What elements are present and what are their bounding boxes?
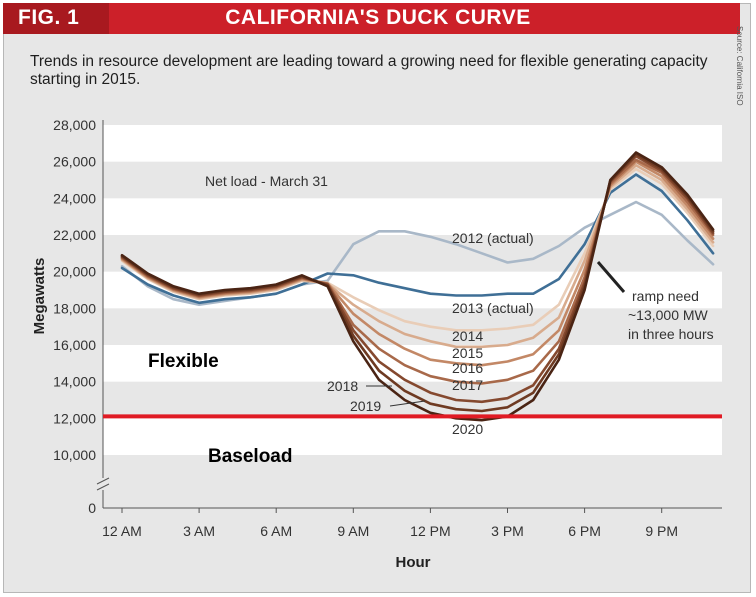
label-2016: 2016: [452, 360, 483, 376]
x-tick-label: 3 AM: [183, 523, 215, 539]
axes: [96, 120, 722, 509]
baseload-label: Baseload: [208, 446, 292, 467]
series-lines: [120, 151, 715, 422]
annotation-layer: Net load - March 31 2012 (actual) 2013 (…: [205, 173, 714, 437]
label-2014: 2014: [452, 328, 483, 344]
title-bar: [3, 3, 740, 34]
label-2015: 2015: [452, 345, 483, 361]
x-tick-label: 3 PM: [491, 523, 524, 539]
x-tick-label: 9 PM: [645, 523, 678, 539]
label-2020: 2020: [452, 421, 483, 437]
ramp-line-1: ramp need: [632, 288, 699, 304]
x-axis-title: Hour: [396, 554, 431, 571]
ramp-line-2: ~13,000 MW: [628, 307, 709, 323]
y-tick-label: 20,000: [53, 264, 96, 280]
series-line-2012: [120, 200, 715, 307]
y-tick-labels: 0 10,000 12,000 14,000 16,000 18,000 20,000 22,…: [53, 117, 96, 516]
label-2012: 2012 (actual): [452, 230, 534, 246]
y-tick-label: 10,000: [53, 447, 96, 463]
x-tick-label: 12 AM: [102, 523, 142, 539]
series-line-2016: [120, 160, 715, 367]
axis-break-gap: [97, 478, 109, 490]
y-tick-label: 12,000: [53, 410, 96, 426]
overlay-layer: Flexible Baseload: [103, 351, 722, 467]
ramp-line-3: in three hours: [628, 326, 714, 342]
y-tick-label: 0: [88, 500, 96, 516]
series-line-2020: [120, 151, 715, 422]
y-tick-label: 18,000: [53, 300, 96, 316]
chart-subtitle: Trends in resource development are leadi…: [30, 53, 708, 88]
grid-bands: [103, 125, 722, 455]
chart-title: CALIFORNIA'S DUCK CURVE: [225, 6, 531, 29]
source-note: Source: California ISO: [735, 26, 744, 106]
label-2018: 2018: [327, 378, 358, 394]
grid-band: [103, 125, 722, 162]
fig-label-box: [3, 3, 109, 34]
y-axis-title: Megawatts: [31, 258, 48, 335]
x-tick-label: 6 PM: [568, 523, 601, 539]
y-tick-label: 14,000: [53, 374, 96, 390]
y-tick-label: 16,000: [53, 337, 96, 353]
x-tick-label: 12 PM: [410, 523, 450, 539]
label-2013: 2013 (actual): [452, 300, 534, 316]
grid-band: [103, 418, 722, 455]
y-tick-label: 22,000: [53, 227, 96, 243]
ramp-pointer: [596, 261, 626, 293]
flexible-label: Flexible: [148, 351, 219, 372]
x-tick-label: 6 AM: [260, 523, 292, 539]
axis-break-mark: [96, 477, 110, 491]
net-load-label: Net load - March 31: [205, 173, 328, 189]
pointer-2019: [389, 400, 426, 407]
y-tick-label: 26,000: [53, 154, 96, 170]
y-tick-label: 24,000: [53, 190, 96, 206]
series-line-2015: [120, 164, 715, 349]
grid-band: [103, 198, 722, 235]
y-tick-label: 28,000: [53, 117, 96, 133]
x-tick-labels: 12 AM 3 AM 6 AM 9 AM 12 PM 3 PM 6 PM 9 PM: [102, 508, 678, 539]
series-line-2013: [120, 173, 715, 305]
fig-label: FIG. 1: [18, 6, 80, 29]
x-tick-label: 9 AM: [337, 523, 369, 539]
label-2017: 2017: [452, 377, 483, 393]
label-2019: 2019: [350, 398, 381, 414]
